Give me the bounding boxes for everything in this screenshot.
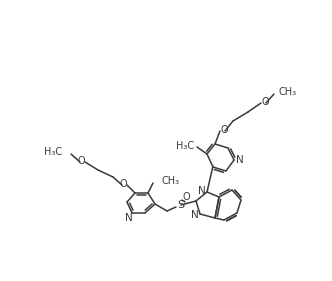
Text: N: N <box>125 213 133 223</box>
Text: N: N <box>198 186 206 196</box>
Text: N: N <box>191 210 199 220</box>
Text: H₃C: H₃C <box>176 141 194 151</box>
Text: O: O <box>182 192 190 202</box>
Text: O: O <box>77 156 85 166</box>
Text: O: O <box>119 179 127 189</box>
Text: N: N <box>236 155 244 165</box>
Text: H₃C: H₃C <box>44 147 62 157</box>
Text: CH₃: CH₃ <box>161 176 179 186</box>
Text: CH₃: CH₃ <box>279 87 297 97</box>
Text: S: S <box>177 200 185 210</box>
Text: O: O <box>220 125 228 135</box>
Text: O: O <box>261 97 269 107</box>
